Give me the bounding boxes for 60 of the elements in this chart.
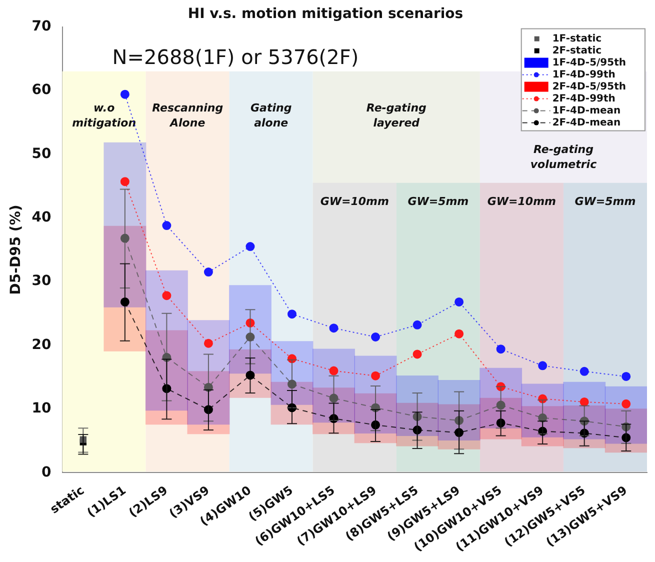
point [371,332,380,342]
band-label: Rescanning Alone [152,101,224,130]
bar [145,270,188,411]
legend-label: 2F-4D-99th [552,93,616,104]
point [622,399,631,408]
bar [187,320,230,425]
y-tick-label: 30 [32,273,52,290]
bar [354,356,397,434]
band-label: Re-gating layered [366,101,427,130]
point [246,242,255,252]
band-label: Gating alone [250,101,292,130]
point [454,297,464,306]
bar [270,341,314,405]
point [287,310,296,319]
bar [438,380,480,441]
point [580,397,589,406]
legend-label: 2F-4D-mean [552,117,621,128]
point [120,90,130,99]
point [412,320,422,330]
legend-label: 1F-4D-5/95th [552,57,626,68]
point [371,371,380,380]
band-label: GW=10mm [487,194,556,208]
point [329,366,338,376]
legend-label: 1F-4D-mean [552,105,621,116]
annotation: N=2688(1F) or 5376(2F) [112,45,359,70]
legend-label: 1F-static [552,33,602,44]
legend-label: 1F-4D-99th [552,69,616,80]
band-label: w.o mitigation [72,101,136,130]
bar [396,376,439,436]
point [622,372,631,381]
bar [312,348,355,423]
point [204,268,213,277]
legend-label: 2F-4D-5/95th [552,81,626,92]
point [204,338,213,348]
y-tick-label: 60 [32,82,52,98]
point [412,350,422,359]
point [120,177,130,186]
chart-title: HI v.s. motion mitigation scenarios [188,6,464,22]
y-tick-label: 0 [42,464,52,480]
bar [229,285,272,374]
bar [604,386,647,444]
legend-label: 2F-static [552,45,602,56]
point [538,361,548,370]
point [496,344,506,354]
y-axis-title: D5-D95 (%) [8,204,24,295]
y-tick-label: 40 [32,210,52,226]
y-tick-label: 70 [32,18,52,34]
band-label: Re-gating volumetric [530,142,598,171]
point [162,221,172,230]
point [580,366,589,376]
y-tick-label: 20 [32,336,52,353]
y-tick-label: 50 [32,146,52,162]
y-tick-label: 10 [32,400,52,417]
band-label: GW=5mm [574,194,636,208]
band-label: GW=10mm [320,194,389,208]
point [162,291,172,300]
point [454,329,464,338]
bar [104,142,146,308]
band-label: GW=5mm [408,194,469,208]
point [329,324,338,333]
